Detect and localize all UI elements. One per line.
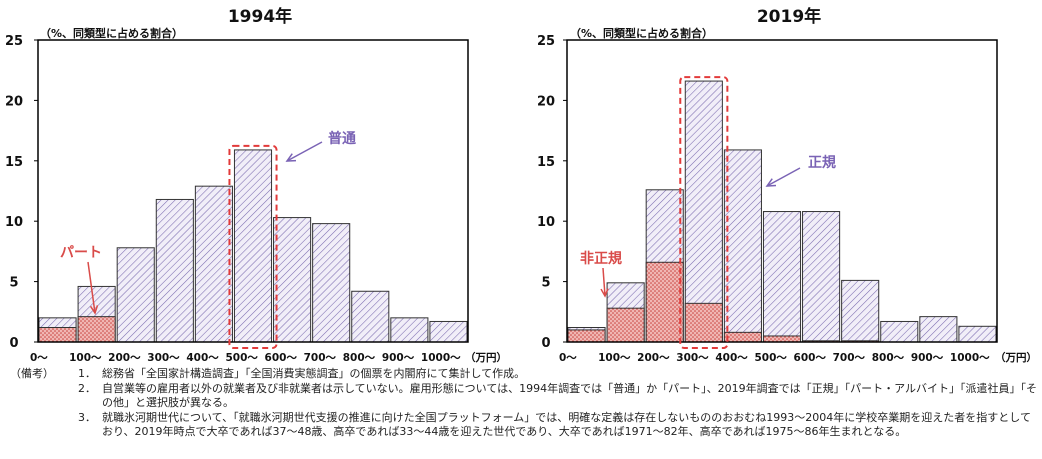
y-tick-label: 5 [541, 276, 550, 291]
x-unit-label: （万円） [995, 351, 1037, 364]
chart-title: 2019年 [757, 6, 821, 27]
x-tick-label: 1000～ [950, 352, 990, 364]
y-tick-label: 15 [5, 155, 23, 170]
x-unit-label: （万円） [465, 351, 507, 364]
annotation-パート: パート [60, 245, 102, 261]
annotation-非正規: 非正規 [580, 250, 622, 267]
x-tick-label: 900～ [382, 352, 415, 364]
chart-title: 1994年 [228, 6, 292, 27]
bar-非正規 [606, 307, 645, 343]
annotation-arrow [286, 141, 323, 162]
y-axis-label: （%、同類型に占める割合） [40, 26, 183, 40]
bar-非正規 [684, 302, 723, 343]
note-text: 就職氷河期世代について、「就職氷河期世代支援の推進に向けた全国プラットフォーム」… [102, 410, 1031, 439]
x-tick-label: 1000～ [421, 352, 461, 364]
x-tick-label: 100～ [598, 352, 631, 364]
x-tick-label: 800～ [872, 352, 905, 364]
annotation-arrow [602, 267, 606, 297]
annotation-arrow [766, 167, 801, 187]
highlight-box [679, 76, 729, 350]
highlight-box [228, 144, 278, 349]
chart-panel-1: 2019年 （%、同類型に占める割合） 0 5 10 15 20 25 0～ 100～ 200～ 30… [537, 6, 1037, 364]
plot-frame [566, 39, 998, 343]
bar-正規 [841, 279, 880, 343]
y-tick-label: 10 [5, 215, 23, 230]
bar-正規 [802, 211, 841, 343]
bar-普通 [155, 198, 194, 343]
x-tick-label: 100～ [69, 352, 102, 364]
note-row-3: 3． 就職氷河期世代について、「就職氷河期世代支援の推進に向けた全国プラットフォ… [10, 411, 1038, 440]
note-row-1: （備考） 1． 総務省「全国家計構造調査」「全国消費実態調査」の個票を内閣府にて… [10, 367, 1038, 382]
bar-非正規 [762, 335, 802, 343]
arrowhead [285, 153, 297, 162]
arrowhead [600, 288, 609, 298]
x-tick-label: 500～ [754, 352, 787, 364]
annotation-正規: 正規 [808, 155, 836, 171]
x-tick-label: 900～ [911, 352, 944, 364]
x-tick-label: 600～ [794, 352, 827, 364]
bar-非正規 [567, 329, 606, 343]
bar-パート [38, 327, 77, 343]
y-tick-label: 10 [537, 215, 555, 230]
x-tick-label: 500～ [225, 352, 258, 364]
bar-非正規 [723, 331, 762, 343]
bar-普通 [194, 185, 233, 343]
annotation-arrow [87, 261, 96, 314]
notes-section: （備考） 1． 総務省「全国家計構造調査」「全国消費実態調査」の個票を内閣府にて… [10, 367, 1038, 440]
bar-正規 [919, 316, 958, 343]
y-tick-label: 20 [5, 94, 23, 109]
bar-普通 [390, 317, 429, 343]
note-row-2: 2． 自営業等の雇用者以外の就業者及び非就業者は示していない。雇用形態については… [10, 382, 1038, 411]
x-tick-label: 400～ [186, 352, 219, 364]
x-tick-label: 400～ [715, 352, 748, 364]
bar-非正規 [645, 261, 684, 343]
bar-普通 [312, 223, 351, 343]
x-tick-label: 200～ [637, 352, 670, 364]
x-tick-label: 800～ [343, 352, 376, 364]
bar-正規 [958, 325, 997, 343]
y-tick-label: 20 [537, 94, 555, 109]
x-tick-label: 0～ [559, 352, 577, 364]
notes-label: （備考） [10, 367, 54, 380]
x-tick-label: 700～ [304, 352, 337, 364]
bar-パート [77, 316, 116, 343]
arrowhead [89, 305, 99, 315]
x-tick-label: 300～ [676, 352, 709, 364]
x-tick-label: 600～ [265, 352, 298, 364]
x-tick-label: 300～ [147, 352, 180, 364]
bar-正規 [684, 80, 723, 343]
arrowhead [765, 178, 777, 187]
note-text: 自営業等の雇用者以外の就業者及び非就業者は示していない。雇用形態については、19… [102, 381, 1037, 410]
y-tick-label: 0 [541, 336, 550, 351]
bar-普通 [273, 217, 312, 343]
note-number: 1． [78, 367, 96, 380]
bar-正規 [723, 149, 762, 343]
bar-普通 [429, 320, 468, 343]
bar-普通 [116, 247, 155, 343]
note-text: 総務省「全国家計構造調査」「全国消費実態調査」の個票を内閣府にて集計して作成。 [102, 367, 526, 380]
annotation-普通: 普通 [328, 130, 356, 147]
y-tick-label: 25 [5, 34, 23, 49]
x-tick-label: 700～ [833, 352, 866, 364]
y-tick-label: 15 [537, 155, 555, 170]
chart-panel-0: 1994年 （%、同類型に占める割合） 0 5 10 15 20 25 0～ 100～ 200～ 30… [5, 6, 507, 364]
note-number: 3． [78, 410, 96, 424]
y-axis-label: （%、同類型に占める割合） [570, 26, 713, 40]
x-tick-label: 0～ [30, 352, 48, 364]
bar-普通 [233, 149, 273, 343]
y-tick-label: 5 [9, 276, 18, 291]
plot-frame [37, 39, 469, 343]
y-tick-label: 0 [9, 336, 18, 351]
x-tick-label: 200～ [108, 352, 141, 364]
bar-正規 [762, 211, 802, 343]
note-number: 2． [78, 381, 96, 395]
bar-正規 [880, 320, 919, 343]
y-tick-label: 25 [537, 34, 555, 49]
bar-普通 [351, 290, 390, 343]
